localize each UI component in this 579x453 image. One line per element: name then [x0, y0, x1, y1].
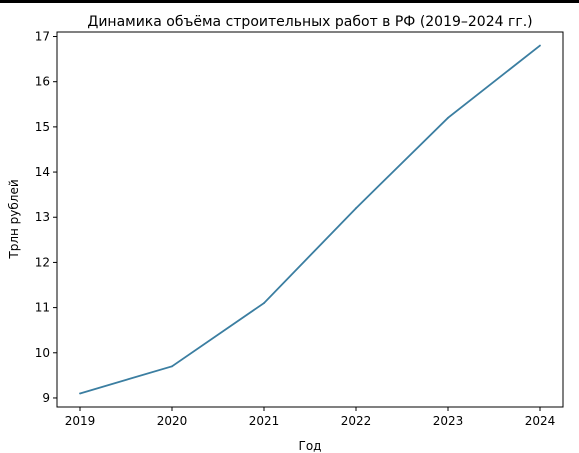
- y-tick-label: 13: [35, 210, 50, 224]
- y-tick-label: 16: [35, 75, 50, 89]
- y-axis: 9 10 11 12 13 14 15 16 17: [35, 30, 57, 405]
- x-tick-label: 2020: [157, 414, 188, 428]
- y-tick-label: 12: [35, 255, 50, 269]
- x-axis-label: Год: [299, 439, 322, 453]
- y-tick-label: 17: [35, 30, 50, 44]
- y-tick-label: 9: [42, 391, 50, 405]
- data-point: [263, 302, 265, 304]
- plot-area: [56, 31, 564, 408]
- top-border: [0, 0, 579, 3]
- y-tick-label: 14: [35, 165, 50, 179]
- chart-title: Динамика объёма строительных работ в РФ …: [87, 14, 532, 30]
- x-tick-label: 2019: [65, 414, 96, 428]
- data-point: [447, 116, 449, 119]
- y-axis-label: Трлн рублей: [7, 179, 21, 259]
- data-point: [79, 392, 81, 395]
- x-tick-label: 2021: [249, 414, 280, 428]
- y-tick-label: 15: [35, 120, 50, 134]
- data-point: [171, 365, 173, 368]
- series-line: [79, 44, 541, 395]
- data-point: [355, 207, 357, 210]
- x-tick-label: 2023: [433, 414, 464, 428]
- x-axis: 2019 2020 2021 2022 2023 2024: [65, 407, 556, 428]
- data-points: [79, 44, 541, 395]
- x-tick-label: 2024: [525, 414, 556, 428]
- data-point: [539, 44, 541, 47]
- y-tick-label: 11: [35, 301, 50, 315]
- x-tick-label: 2022: [341, 414, 372, 428]
- y-tick-label: 10: [35, 346, 50, 360]
